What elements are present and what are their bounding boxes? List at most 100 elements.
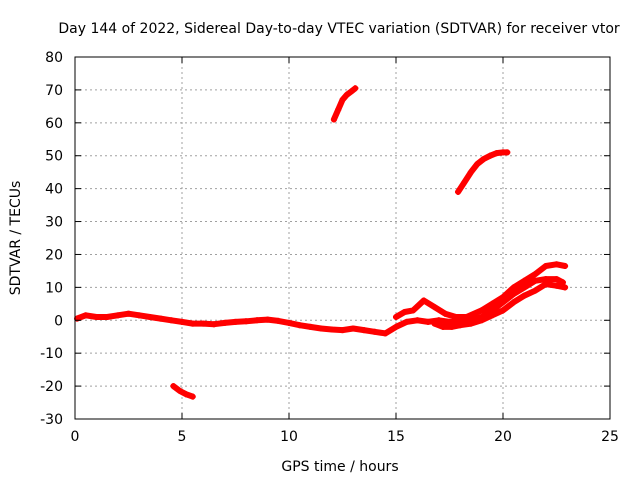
data-point [521, 277, 528, 284]
data-point [307, 323, 314, 330]
data-point [328, 326, 335, 333]
data-point [330, 116, 337, 123]
y-tick-label: -30 [40, 412, 63, 428]
data-point [500, 294, 506, 301]
data-point [296, 322, 303, 329]
data-point [478, 317, 485, 324]
data-point [493, 150, 500, 157]
data-point [104, 313, 111, 320]
data-point [431, 304, 438, 311]
x-tick-label: 25 [601, 429, 619, 445]
x-tick-label: 0 [71, 429, 80, 445]
data-point [478, 307, 485, 314]
data-point [403, 318, 410, 325]
data-point [339, 96, 346, 103]
data-point [489, 300, 496, 307]
y-tick-label: 70 [45, 83, 63, 99]
data-point [82, 312, 89, 319]
data-point [221, 319, 228, 326]
data-point [532, 271, 539, 278]
x-tick-label: 15 [387, 429, 405, 445]
data-point [461, 179, 468, 186]
y-axis-ticks: -30 -20 -10 0 10 20 30 40 50 60 70 80 [40, 50, 610, 428]
y-tick-label: 80 [45, 50, 63, 66]
data-point [542, 262, 549, 269]
y-tick-label: 40 [45, 182, 63, 198]
data-point [431, 320, 438, 327]
plot-frame [74, 56, 611, 420]
data-point [489, 312, 496, 319]
data-point [420, 297, 427, 304]
data-point [440, 323, 447, 330]
data-point [275, 317, 282, 324]
data-point [521, 292, 528, 299]
series-dip-morning [170, 383, 196, 400]
data-point [532, 277, 539, 284]
data-point [253, 317, 260, 324]
data-point [318, 325, 325, 332]
data-point [457, 322, 464, 329]
data-point [463, 313, 470, 320]
chart-title: Day 144 of 2022, Sidereal Day-to-day VTE… [58, 21, 620, 37]
data-point [243, 318, 250, 325]
data-point [467, 320, 474, 327]
y-tick-label: 50 [45, 149, 63, 165]
data-point [170, 383, 177, 390]
y-tick-label: 60 [45, 116, 63, 132]
grid-lines [75, 57, 610, 419]
data-point [553, 282, 560, 289]
y-tick-label: 10 [45, 280, 63, 296]
data-point [232, 318, 239, 325]
data-point [532, 287, 539, 294]
data-point [504, 149, 511, 156]
data-point [339, 327, 346, 334]
data-point [352, 85, 359, 92]
data-point [211, 321, 218, 328]
data-point [393, 323, 399, 330]
data-point [500, 307, 506, 314]
data-point [448, 323, 455, 330]
data-point [200, 320, 207, 327]
data-point [157, 315, 164, 322]
x-tick-label: 5 [178, 429, 187, 445]
data-point [442, 310, 449, 317]
x-tick-label: 20 [494, 429, 512, 445]
data-point [114, 312, 121, 319]
data-point [146, 313, 153, 320]
data-point [410, 307, 417, 314]
y-tick-label: 30 [45, 215, 63, 231]
data-point [510, 284, 517, 291]
data-point [125, 310, 132, 317]
data-point [348, 88, 355, 95]
data-point [542, 281, 549, 288]
data-point [401, 309, 408, 316]
data-point [189, 393, 196, 400]
data-point [393, 313, 399, 320]
data-point [480, 156, 487, 163]
data-point [286, 319, 292, 326]
data-point [189, 320, 196, 327]
data-point [425, 318, 432, 325]
data-point [455, 188, 462, 195]
data-point [487, 152, 494, 159]
data-point [264, 316, 271, 323]
data-point [452, 313, 459, 320]
data-point [553, 276, 560, 283]
y-tick-label: 20 [45, 247, 63, 263]
data-point [371, 328, 378, 335]
data-point [474, 160, 481, 167]
data-point [93, 313, 100, 320]
data-point [343, 91, 350, 98]
data-point [136, 312, 143, 319]
y-tick-label: -10 [40, 346, 63, 362]
data-point [467, 169, 474, 176]
data-point [382, 330, 389, 337]
data-point [553, 261, 560, 268]
data-point [183, 391, 190, 398]
data-series [74, 85, 569, 400]
data-point [510, 290, 517, 297]
data-point [414, 317, 421, 324]
data-point [168, 317, 175, 324]
data-point [360, 327, 367, 334]
y-tick-label: 0 [54, 313, 63, 329]
